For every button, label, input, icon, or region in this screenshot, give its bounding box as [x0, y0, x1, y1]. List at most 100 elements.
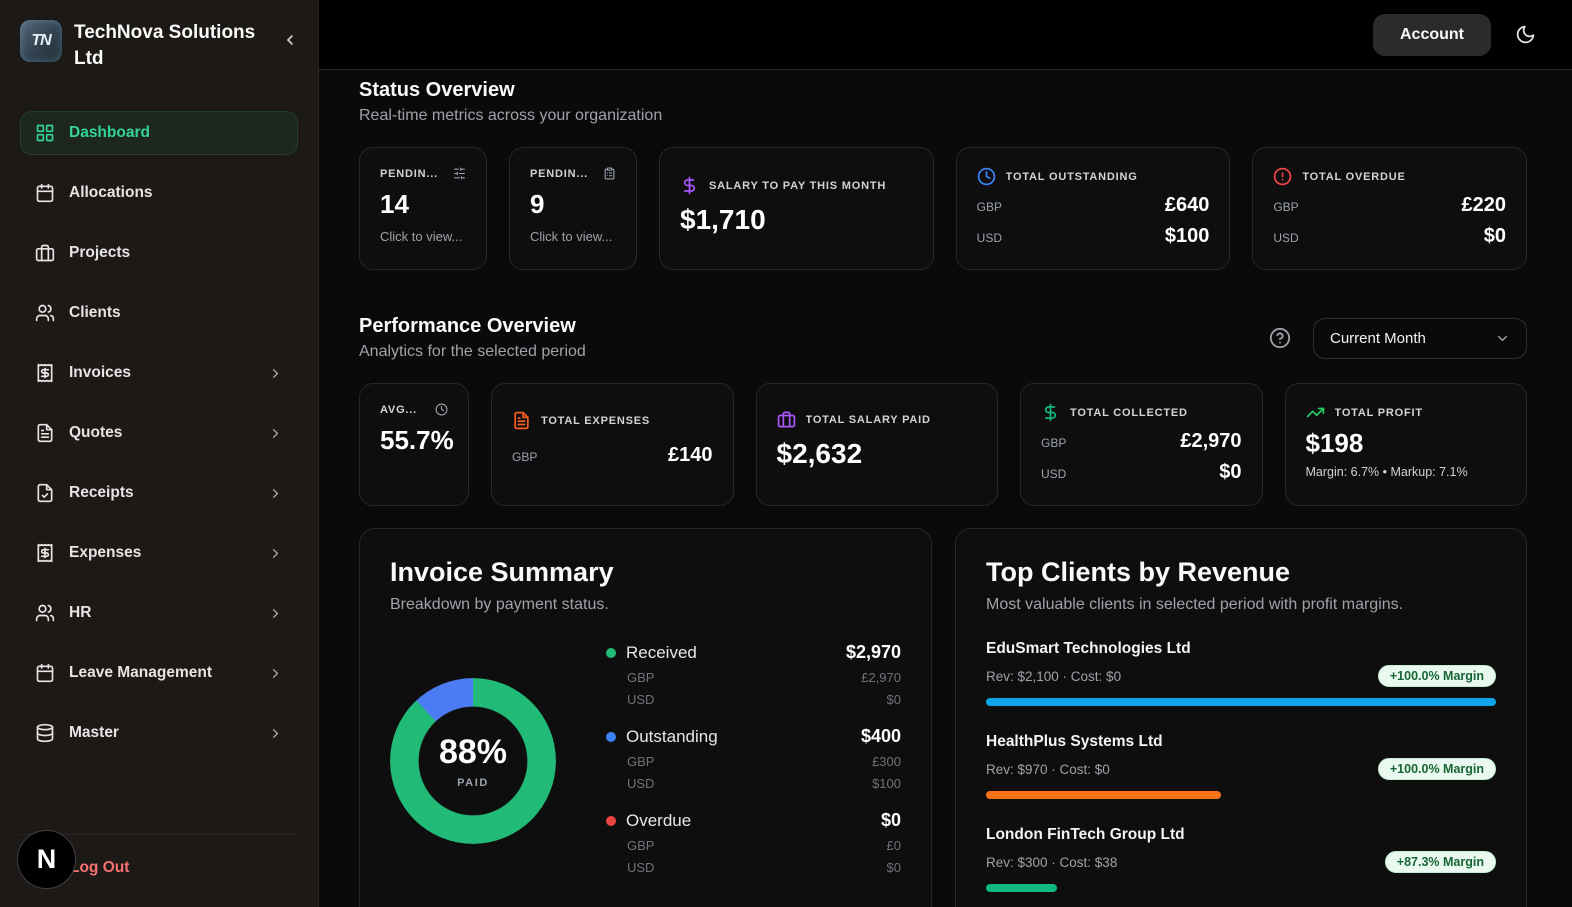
revenue-bar-track — [986, 698, 1496, 706]
legend-sub-value: $100 — [872, 776, 901, 791]
sidebar-item-expenses[interactable]: Expenses — [20, 531, 298, 575]
account-button[interactable]: Account — [1373, 13, 1491, 56]
logout-button[interactable]: Log Out — [20, 859, 298, 877]
sidebar-item-projects[interactable]: Projects — [20, 231, 298, 275]
legend-name: Overdue — [626, 810, 692, 830]
card-label: PENDIN... — [380, 167, 438, 180]
total-outstanding-card: TOTAL OUTSTANDING GBP £640 USD $100 — [955, 147, 1231, 270]
chevron-right-icon — [268, 546, 283, 561]
performance-overview-section: Performance Overview Analytics for the s… — [359, 315, 1527, 506]
card-value: $2,632 — [776, 438, 863, 469]
legend-name: Outstanding — [626, 726, 718, 746]
pending-quotes-card[interactable]: PENDIN... 9 Click to view... — [509, 147, 637, 270]
sidebar-item-leave-management[interactable]: Leave Management — [20, 651, 298, 695]
performance-cards-row: AVG... 55.7% TOTAL EXPENSES GBP £140 — [359, 383, 1527, 506]
sidebar-item-label: HR — [69, 604, 92, 622]
database-icon — [36, 724, 54, 743]
client-details: Rev: $2,100 · Cost: $0 — [986, 668, 1122, 684]
legend-dot — [606, 731, 616, 742]
chevron-right-icon — [268, 426, 283, 441]
card-hint: Click to view... — [530, 229, 613, 244]
currency-amount: £640 — [1164, 194, 1210, 216]
performance-subtitle: Analytics for the selected period — [359, 343, 586, 360]
card-label: SALARY TO PAY THIS MONTH — [709, 179, 887, 192]
main-area: Account Status Overview Real-time metric… — [319, 0, 1572, 907]
currency-label: GBP — [512, 450, 538, 464]
donut-caption: PAID — [457, 777, 489, 789]
sidebar-item-invoices[interactable]: Invoices — [20, 351, 298, 395]
margin-badge: +100.0% Margin — [1377, 665, 1496, 687]
avg-card: AVG... 55.7% — [359, 383, 469, 506]
revenue-bar — [986, 884, 1058, 892]
alert-circle-icon — [1273, 167, 1292, 186]
legend-group-overdue: Overdue $0 GBP £0 USD $0 — [606, 810, 901, 875]
legend-dot — [606, 647, 616, 658]
sidebar-item-hr[interactable]: HR — [20, 591, 298, 635]
help-circle-icon — [1269, 327, 1291, 349]
client-name: EduSmart Technologies Ltd — [986, 640, 1191, 657]
users-icon — [35, 604, 55, 622]
invoice-summary-subtitle: Breakdown by payment status. — [390, 596, 609, 613]
chevron-right-icon — [268, 366, 283, 381]
client-name: London FinTech Group Ltd — [986, 826, 1185, 843]
grid-icon — [36, 124, 54, 142]
client-row: London FinTech Group Ltd Rev: $300 · Cos… — [986, 826, 1496, 892]
brand-logo-text: TN — [31, 32, 51, 49]
currency-amount: £220 — [1461, 194, 1507, 216]
total-expenses-card: TOTAL EXPENSES GBP £140 — [491, 383, 734, 506]
sidebar-item-label: Receipts — [69, 484, 134, 502]
sidebar-item-dashboard[interactable]: Dashboard — [20, 111, 298, 156]
currency-label: GBP — [1041, 436, 1067, 450]
margin-badge: +100.0% Margin — [1377, 758, 1496, 780]
theme-toggle-button[interactable] — [1515, 24, 1536, 45]
briefcase-icon — [35, 244, 55, 262]
sidebar-item-receipts[interactable]: Receipts — [20, 471, 298, 515]
period-select-value: Current Month — [1330, 329, 1426, 347]
sidebar-collapse-button[interactable] — [282, 32, 298, 51]
sidebar-item-label: Allocations — [69, 184, 153, 202]
sidebar-item-master[interactable]: Master — [20, 711, 298, 755]
legend-dot — [606, 815, 616, 826]
invoice-summary-panel: Invoice Summary Breakdown by payment sta… — [359, 528, 932, 907]
sidebar-item-quotes[interactable]: Quotes — [20, 411, 298, 455]
help-button[interactable] — [1269, 327, 1291, 349]
chevron-right-icon — [268, 666, 283, 681]
dollar-icon — [1041, 403, 1060, 422]
status-cards-row: PENDIN... 14 Click to view... PENDIN... … — [359, 147, 1528, 270]
sidebar-item-clients[interactable]: Clients — [20, 291, 298, 335]
file-text-icon — [512, 411, 531, 430]
legend-sub-label: GBP — [627, 754, 655, 769]
dev-overlay-button[interactable]: N — [17, 830, 76, 889]
chevron-down-icon — [1498, 335, 1507, 341]
donut-percent: 88% — [438, 733, 508, 771]
pending-invoices-card[interactable]: PENDIN... 14 Click to view... — [359, 147, 487, 270]
legend-sub-value: $0 — [886, 692, 901, 707]
calendar-icon — [36, 184, 54, 203]
currency-label: GBP — [1273, 200, 1299, 214]
legend-name: Received — [626, 642, 697, 662]
revenue-bar — [986, 698, 1496, 706]
currency-amount: £2,970 — [1180, 430, 1242, 452]
sidebar-item-allocations[interactable]: Allocations — [20, 171, 298, 215]
total-overdue-card: TOTAL OVERDUE GBP £220 USD $0 — [1252, 147, 1528, 270]
bottom-panels: Invoice Summary Breakdown by payment sta… — [359, 528, 1527, 907]
card-value: 14 — [380, 189, 409, 219]
period-select[interactable]: Current Month — [1313, 317, 1527, 359]
legend-sub-value: £2,970 — [861, 670, 901, 685]
card-label: TOTAL OUTSTANDING — [1005, 170, 1138, 183]
card-label: TOTAL PROFIT — [1334, 406, 1423, 419]
briefcase-icon — [777, 410, 796, 429]
invoice-donut-chart: 88% PAID — [390, 678, 556, 844]
legend-sub-value: $0 — [886, 860, 901, 875]
legend-total: $2,970 — [845, 642, 901, 662]
legend-sub-value: £300 — [872, 754, 901, 769]
sidebar-item-label: Leave Management — [69, 664, 212, 682]
card-label: AVG... — [380, 403, 417, 416]
sidebar-item-label: Expenses — [69, 544, 142, 562]
performance-title: Performance Overview — [359, 315, 576, 337]
dollar-icon — [680, 176, 699, 195]
currency-amount: $0 — [1483, 225, 1507, 247]
clock-icon — [977, 167, 996, 186]
card-hint: Click to view... — [380, 229, 463, 244]
total-collected-card: TOTAL COLLECTED GBP £2,970 USD $0 — [1020, 383, 1263, 506]
